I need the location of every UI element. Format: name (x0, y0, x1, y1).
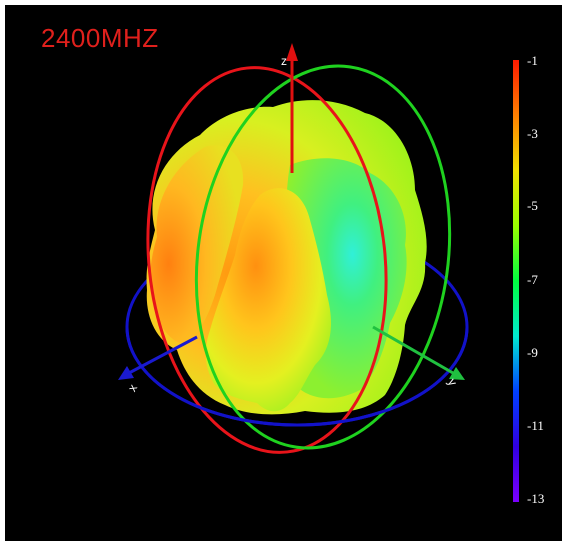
color-scale-bar (513, 60, 519, 502)
y-axis (372, 325, 454, 375)
colorbar-tick: -11 (527, 418, 544, 433)
x-axis-arrowhead (118, 366, 134, 380)
x-axis-label: x (125, 382, 140, 394)
x-axis (128, 335, 198, 375)
red-ring (146, 66, 388, 454)
y-axis-arrowhead (449, 367, 465, 380)
3d-radiation-pattern: z x y (118, 43, 469, 454)
pattern-left-lobe (150, 145, 244, 343)
colorbar-tick: -1 (527, 53, 538, 68)
colorbar-tick: -13 (527, 491, 545, 506)
frequency-title: 2400MHZ (41, 23, 159, 53)
pattern-front-lobe (205, 188, 331, 412)
radiation-pattern-view: z x y 2400MHZ -1 -3 -5 -7 -9 -11 -13 (5, 5, 562, 541)
colorbar-tick: -3 (527, 126, 538, 141)
z-axis-arrowhead (286, 43, 298, 61)
green-ring (194, 64, 452, 450)
colorbar-tick: -9 (527, 345, 538, 360)
blue-ring-front (125, 326, 469, 427)
colorbar-tick: -7 (527, 272, 538, 287)
colorbar-tick: -5 (527, 198, 538, 213)
y-axis-label: y (445, 376, 460, 388)
z-axis-label: z (281, 54, 287, 68)
